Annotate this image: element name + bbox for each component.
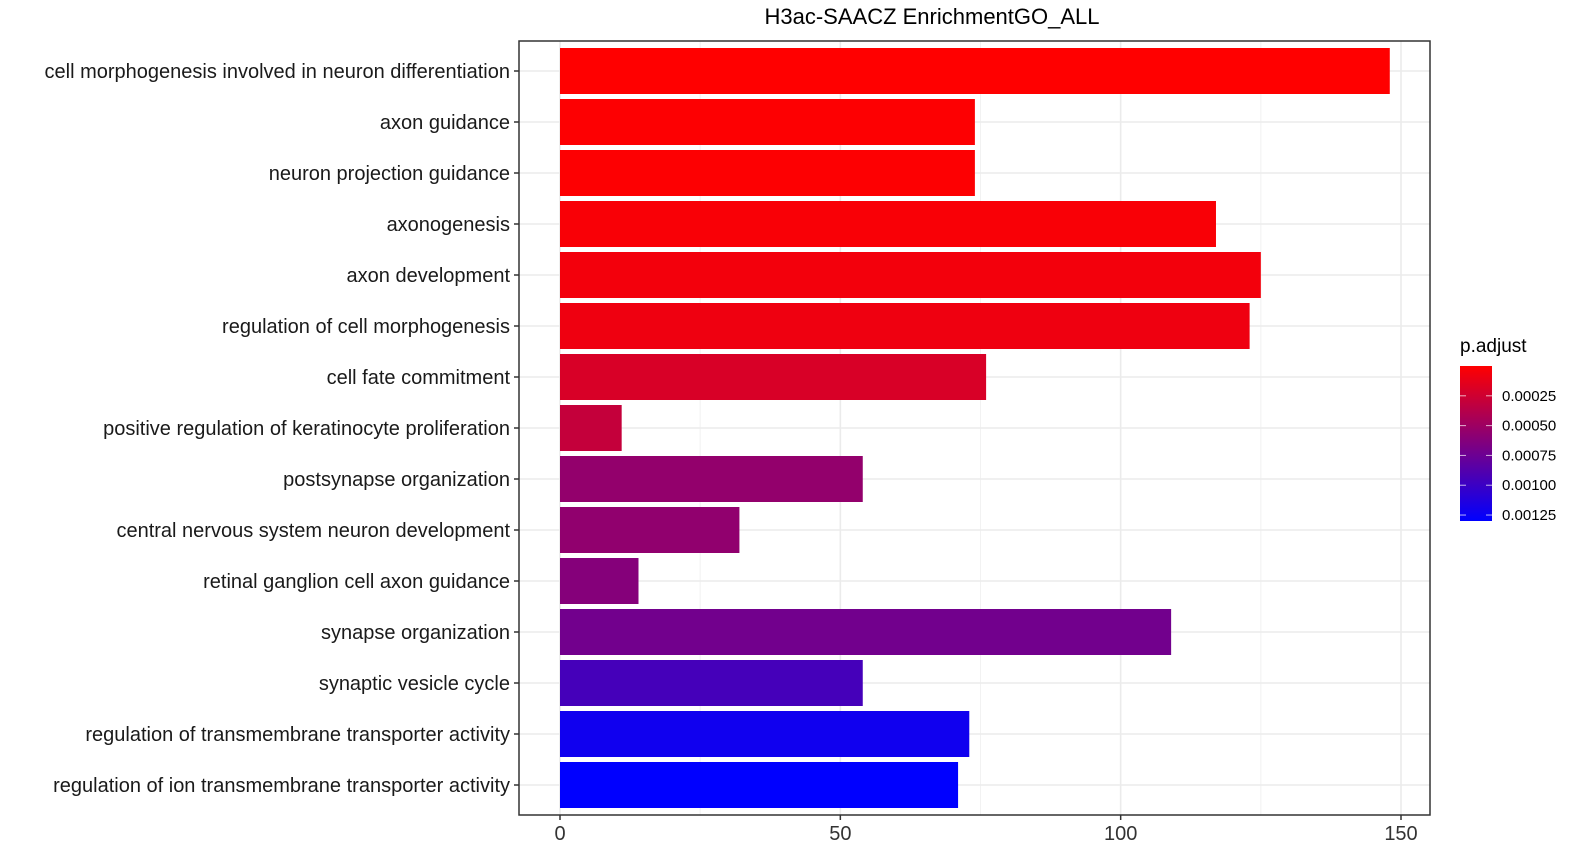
legend-title: p.adjust	[1460, 336, 1527, 357]
y-tick-label: axon development	[347, 265, 511, 287]
x-tick-label: 0	[554, 823, 565, 845]
bar	[560, 558, 639, 604]
y-tick-label: synaptic vesicle cycle	[319, 673, 510, 695]
y-tick-label: central nervous system neuron developmen…	[116, 520, 510, 542]
y-tick-label: regulation of transmembrane transporter …	[85, 724, 510, 746]
y-tick-label: axonogenesis	[387, 214, 510, 236]
legend-tick-label: 0.00025	[1502, 388, 1556, 405]
y-tick-label: synapse organization	[321, 622, 510, 644]
bar	[560, 48, 1390, 94]
legend-tick-label: 0.00125	[1502, 507, 1556, 524]
x-tick-label: 50	[829, 823, 851, 845]
y-tick-label: regulation of cell morphogenesis	[222, 316, 510, 338]
bar	[560, 711, 970, 757]
y-tick-label: cell morphogenesis involved in neuron di…	[45, 61, 510, 83]
bar	[560, 354, 987, 400]
y-tick-label: regulation of ion transmembrane transpor…	[53, 775, 510, 797]
legend-colorbar	[1460, 366, 1492, 521]
legend-tick-label: 0.00050	[1502, 418, 1556, 435]
bar	[560, 609, 1172, 655]
chart-title: H3ac-SAACZ EnrichmentGO_ALL	[764, 4, 1099, 29]
y-tick-label: cell fate commitment	[327, 367, 511, 389]
bar	[560, 201, 1216, 247]
bar	[560, 507, 740, 553]
y-tick-label: axon guidance	[380, 112, 510, 134]
bar	[560, 660, 863, 706]
legend-tick-label: 0.00075	[1502, 447, 1556, 464]
bar	[560, 252, 1261, 298]
x-tick-label: 150	[1384, 823, 1417, 845]
bar	[560, 99, 975, 145]
bar	[560, 456, 863, 502]
bar	[560, 150, 975, 196]
legend-tick-label: 0.00100	[1502, 477, 1556, 494]
bar	[560, 405, 622, 451]
bar	[560, 762, 959, 808]
bar	[560, 303, 1250, 349]
y-tick-label: retinal ganglion cell axon guidance	[203, 571, 510, 593]
x-tick-label: 100	[1104, 823, 1137, 845]
y-tick-label: neuron projection guidance	[269, 163, 510, 185]
y-tick-label: postsynapse organization	[283, 469, 510, 491]
y-tick-label: positive regulation of keratinocyte prol…	[103, 418, 510, 440]
